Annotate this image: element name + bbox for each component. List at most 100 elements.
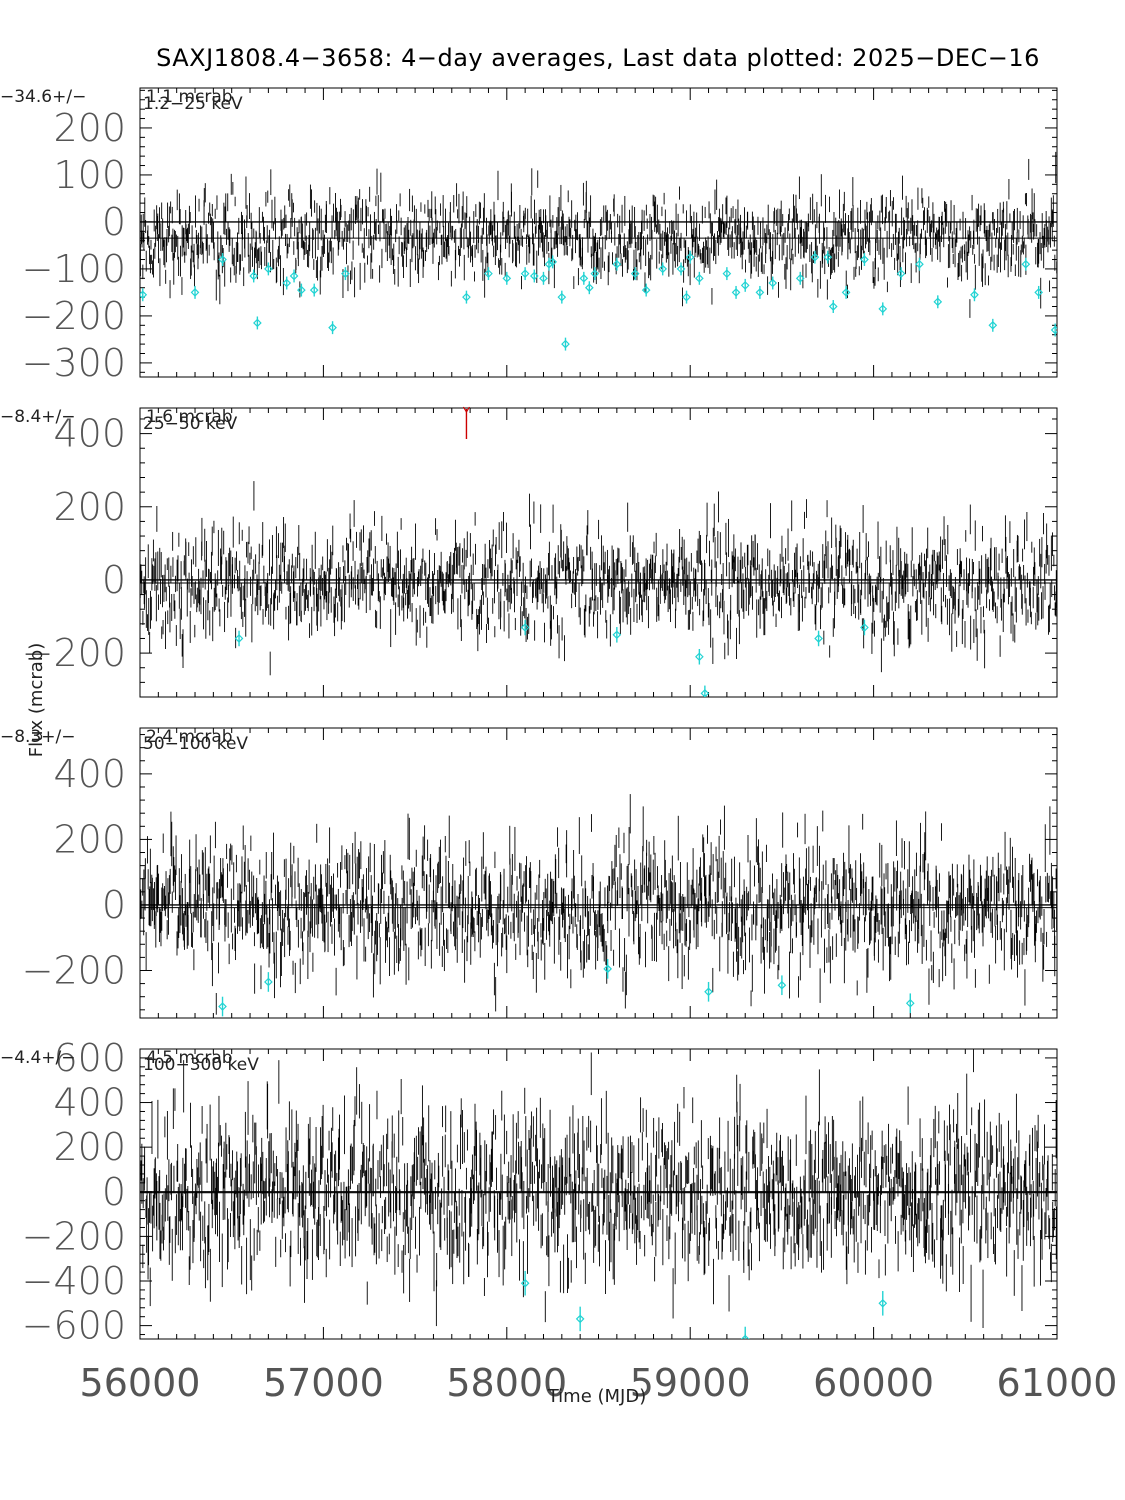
- highlight-point: [896, 269, 906, 278]
- y-tick-label: −300: [22, 341, 126, 385]
- highlight-point: [841, 288, 851, 297]
- highlight-point: [685, 252, 695, 262]
- panel-data: [140, 794, 1057, 1017]
- y-tick-label: −400: [22, 1259, 126, 1303]
- highlight-point: [544, 259, 554, 269]
- y-tick-label: −200: [22, 294, 126, 338]
- highlight-point: [140, 290, 148, 300]
- highlight-point: [539, 273, 548, 283]
- highlight-point: [777, 980, 787, 990]
- highlight-point: [810, 252, 820, 262]
- highlight-point: [557, 292, 567, 302]
- y-tick-label: 100: [53, 153, 126, 197]
- highlight-point: [190, 288, 200, 297]
- highlight-point: [484, 269, 493, 278]
- highlight-point: [704, 987, 713, 997]
- highlight-point: [234, 634, 244, 643]
- highlight-point: [970, 290, 979, 300]
- highlight-point: [328, 323, 337, 333]
- y-tick-label: 600: [53, 1036, 126, 1080]
- highlight-point: [630, 269, 640, 278]
- highlight-point: [253, 318, 262, 328]
- panel-frame: [139, 727, 1058, 1019]
- highlight-point: [282, 278, 292, 288]
- mean-error-label: 1.6 mcrab: [146, 407, 233, 427]
- highlight-point: [341, 269, 350, 278]
- highlight-point: [814, 634, 823, 643]
- panel-data: [140, 1049, 1057, 1339]
- highlight-point: [612, 259, 622, 269]
- highlight-point: [740, 281, 750, 290]
- y-tick-label: 200: [53, 485, 126, 529]
- highlight-point: [878, 304, 888, 314]
- panel-frame: [139, 407, 1058, 698]
- highlight-point: [641, 285, 651, 295]
- highlight-point: [755, 288, 765, 297]
- highlight-point: [860, 255, 869, 264]
- y-tick-label: 400: [53, 752, 126, 796]
- highlight-point: [309, 285, 319, 295]
- panel-data: [140, 481, 1057, 697]
- y-tick-label: −200: [22, 631, 126, 675]
- highlight-point: [988, 320, 998, 330]
- y-tick-label: 200: [53, 106, 126, 150]
- highlight-point: [860, 623, 869, 632]
- highlight-point: [548, 257, 557, 267]
- highlight-point: [1050, 325, 1057, 335]
- y-tick-label: 200: [53, 817, 126, 861]
- energy-band-label: 1.2−25 keV: [143, 94, 243, 114]
- figure-title: SAXJ1808.4−3658: 4−day averages, Last da…: [156, 44, 1040, 72]
- highlight-point: [695, 652, 704, 662]
- highlight-point: [828, 302, 838, 311]
- y-tick-label: 0: [102, 1170, 126, 1214]
- mean-error-label: 2.4 mcrab: [146, 727, 233, 747]
- highlight-point: [264, 264, 273, 274]
- highlight-point: [297, 285, 306, 295]
- panel-frame: [139, 87, 1058, 378]
- y-tick-label: 0: [102, 200, 126, 244]
- highlight-point: [529, 271, 539, 281]
- highlight-point: [584, 283, 594, 293]
- y-tick-label: 200: [53, 1125, 126, 1169]
- y-tick-label: 0: [102, 883, 126, 927]
- outlier-point: [462, 406, 470, 414]
- highlight-point: [731, 288, 741, 297]
- highlight-point: [603, 964, 613, 974]
- highlight-point: [905, 998, 915, 1008]
- y-tick-label: 400: [53, 412, 126, 456]
- mean-flux-label: −8.3+/−: [0, 727, 76, 747]
- mean-flux-label: −8.4+/−: [0, 407, 76, 427]
- highlight-point: [520, 623, 530, 632]
- highlight-point: [502, 273, 512, 283]
- mean-flux-label: −34.6+/−: [0, 87, 86, 107]
- highlight-point: [590, 269, 600, 278]
- highlight-point: [768, 278, 778, 288]
- highlight-point: [289, 271, 299, 281]
- highlight-point: [1034, 288, 1044, 297]
- panel-data: [140, 151, 1057, 351]
- highlight-point: [218, 1002, 227, 1011]
- highlight-point: [264, 977, 273, 987]
- y-tick-label: −600: [22, 1304, 126, 1348]
- y-tick-label: −100: [22, 247, 126, 291]
- highlight-point: [612, 630, 622, 640]
- highlight-point: [823, 252, 833, 262]
- highlight-point: [915, 259, 924, 269]
- highlight-point: [561, 339, 570, 349]
- highlight-point: [795, 273, 805, 283]
- highlight-point: [218, 255, 227, 264]
- energy-band-label: 50−100 keV: [143, 734, 248, 754]
- highlight-point: [249, 271, 259, 281]
- highlight-point: [933, 297, 943, 307]
- highlight-point: [695, 273, 704, 283]
- highlight-point: [1021, 259, 1031, 269]
- highlight-point: [722, 269, 732, 278]
- highlight-point: [658, 264, 668, 274]
- highlight-point: [676, 264, 686, 274]
- y-tick-label: 400: [53, 1081, 126, 1125]
- energy-band-label: 25−50 keV: [143, 414, 238, 434]
